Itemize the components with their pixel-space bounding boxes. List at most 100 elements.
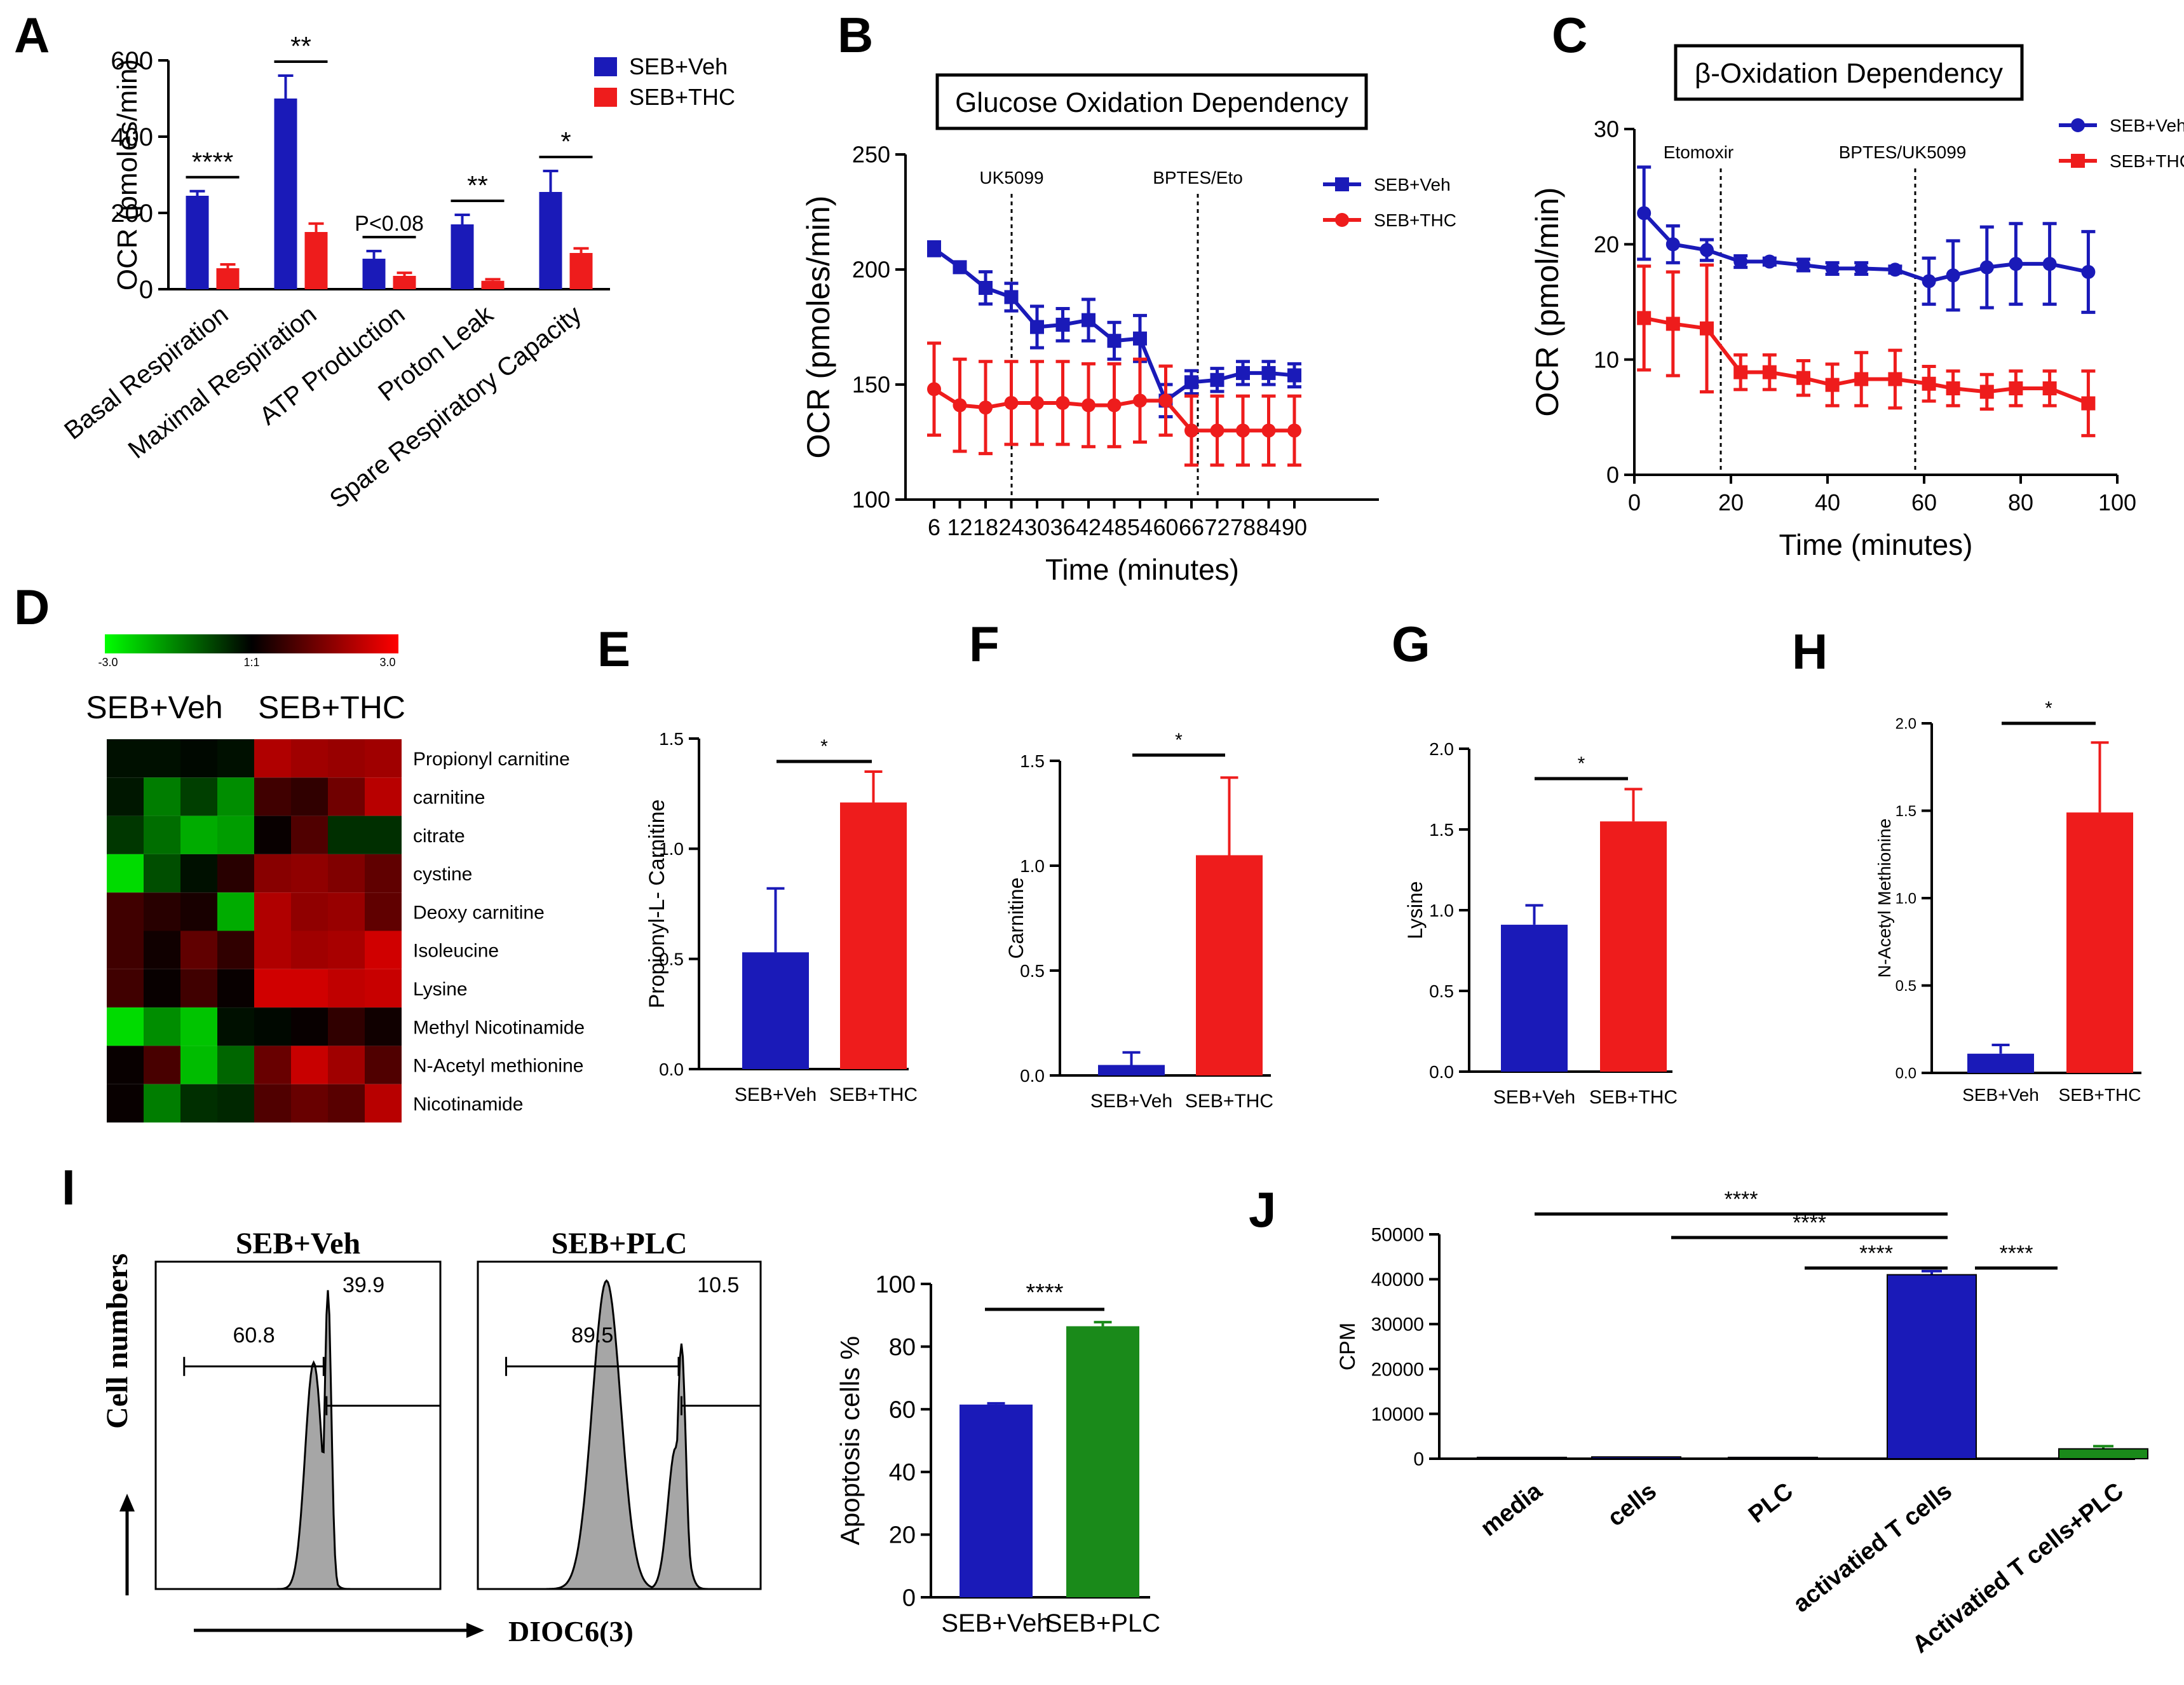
heatmap-cell xyxy=(107,854,144,893)
data-point xyxy=(1665,237,1680,252)
panel-e-y-tick-label: 0.5 xyxy=(659,949,684,969)
data-point xyxy=(1236,423,1250,438)
x-tick-label: 30 xyxy=(1024,514,1050,540)
panel-letter-E: E xyxy=(597,621,630,677)
panel-a-y-label: OCR (pmoles/min) xyxy=(112,59,143,290)
panel-b-y-tick-label: 150 xyxy=(852,372,890,398)
panel-a-sig-label: ** xyxy=(467,170,488,200)
heatmap-cell xyxy=(217,892,254,931)
x-tick-label: 66 xyxy=(1179,514,1204,540)
panel-i2-y-tick-label: 80 xyxy=(889,1334,916,1361)
data-point xyxy=(1158,393,1173,408)
bar xyxy=(960,1404,1033,1597)
heatmap-scale-label: 1:1 xyxy=(243,656,259,669)
heatmap-group-label: SEB+THC xyxy=(258,690,405,725)
heatmap-cell xyxy=(144,969,180,1008)
heatmap-cell xyxy=(328,777,365,816)
data-point xyxy=(1700,243,1714,257)
data-point xyxy=(2009,381,2023,395)
panel-h-y-tick-label: 1.5 xyxy=(1896,803,1916,820)
y-axis-label: Apoptosis cells % xyxy=(835,1336,865,1545)
data-point xyxy=(2042,381,2057,395)
heatmap-cell xyxy=(180,1007,217,1046)
heatmap-cell xyxy=(144,739,180,778)
panel-i: Cell numbers DIOC6(3) SEB+Veh 60.8 39.9 SEB+P… xyxy=(100,1227,762,1647)
data-point xyxy=(2081,396,2096,411)
panel-j-bar xyxy=(1477,1456,1567,1460)
bar xyxy=(1066,1326,1139,1597)
heatmap-cell xyxy=(144,1084,180,1122)
panel-a-bar xyxy=(362,259,386,289)
heatmap-cell xyxy=(217,1084,254,1122)
panel-a-bar xyxy=(274,99,297,289)
heatmap-row-label: citrate xyxy=(413,826,465,847)
category-label: SEB+Veh xyxy=(1962,1085,2039,1105)
heatmap-row-label: carnitine xyxy=(413,787,485,808)
panel-h-y-tick-label: 1.0 xyxy=(1896,890,1916,907)
bar xyxy=(1600,821,1667,1072)
panel-j-y-tick-label: 30000 xyxy=(1371,1314,1424,1335)
category-label: SEB+PLC xyxy=(1045,1609,1160,1637)
panel-f-y-tick-label: 0.0 xyxy=(1020,1066,1045,1086)
panel-f-y-tick-label: 0.5 xyxy=(1020,961,1045,981)
panel-letter-C: C xyxy=(1552,7,1587,63)
category-label: SEB+THC xyxy=(1185,1091,1273,1112)
panel-i2-y-tick-label: 0 xyxy=(902,1585,916,1611)
panel-letter-G: G xyxy=(1392,616,1430,672)
sig-label: * xyxy=(1175,730,1183,751)
data-point xyxy=(1979,385,1994,399)
gate-left-value: 60.8 xyxy=(233,1323,275,1347)
heatmap-cell xyxy=(328,1007,365,1046)
heatmap-row-label: N-Acetyl methionine xyxy=(413,1056,583,1077)
panel-letter-B: B xyxy=(838,7,873,63)
data-point xyxy=(1133,393,1147,408)
panel-a-sig-label: **** xyxy=(192,147,233,177)
chart-title-box xyxy=(935,73,1368,130)
panel-a-legend-label: SEB+Veh xyxy=(629,53,728,79)
panel-j-bar xyxy=(1887,1274,1977,1460)
category-label: SEB+THC xyxy=(2059,1085,2141,1105)
category-label: SEB+THC xyxy=(1589,1087,1678,1108)
data-point xyxy=(1979,260,1994,275)
legend-label: SEB+Veh xyxy=(2110,116,2184,135)
panel-j: 0 10000 20000 30000 40000 50000 CPM media cells P… xyxy=(1336,1187,2148,1658)
heatmap-row-label: Isoleucine xyxy=(413,941,499,962)
x-tick-label: 60 xyxy=(1153,514,1178,540)
panel-j-y-tick-label: 0 xyxy=(1413,1449,1424,1470)
heatmap-cell xyxy=(217,854,254,893)
panel-j-sig-label: **** xyxy=(1859,1241,1893,1265)
x-tick-label: 90 xyxy=(1282,514,1307,540)
heatmap-cell xyxy=(365,1007,402,1046)
panel-a-y-tick-label: 200 xyxy=(111,200,153,228)
heatmap-cell xyxy=(365,969,402,1008)
data-point xyxy=(1854,372,1869,386)
panel-a-sig-label: P<0.08 xyxy=(355,212,424,236)
y-axis-label: Carnitine xyxy=(1005,877,1028,958)
panel-letter-F: F xyxy=(969,616,1000,672)
heatmap-cell xyxy=(217,777,254,816)
panel-a-legend-label: SEB+THC xyxy=(629,84,735,110)
bar xyxy=(2066,812,2133,1073)
panel-h-y-tick-label: 2.0 xyxy=(1896,715,1916,732)
heatmap-cell xyxy=(328,969,365,1008)
panel-a-legend-swatch xyxy=(594,57,617,76)
panel-letter-D: D xyxy=(14,579,50,635)
heatmap-cell xyxy=(180,892,217,931)
x-tick-label: 12 xyxy=(947,514,972,540)
panel-g-y-tick-label: 1.5 xyxy=(1429,820,1454,840)
heatmap-cell xyxy=(107,739,144,778)
heatmap-cell xyxy=(144,1046,180,1084)
heatmap-cell xyxy=(328,1084,365,1122)
histogram-curve xyxy=(478,1279,761,1590)
bar xyxy=(840,802,907,1069)
data-point xyxy=(1946,268,1960,283)
heatmap-cell xyxy=(180,815,217,854)
panel-i2-y-tick-label: 60 xyxy=(889,1397,916,1424)
heatmap-cell xyxy=(144,777,180,816)
heatmap-scale-label: -3.0 xyxy=(98,656,118,669)
heatmap-cell xyxy=(291,777,328,816)
heatmap-cell xyxy=(328,854,365,893)
x-tick-label: 48 xyxy=(1101,514,1127,540)
y-arrow-head xyxy=(119,1494,135,1511)
heatmap-cell xyxy=(365,777,402,816)
